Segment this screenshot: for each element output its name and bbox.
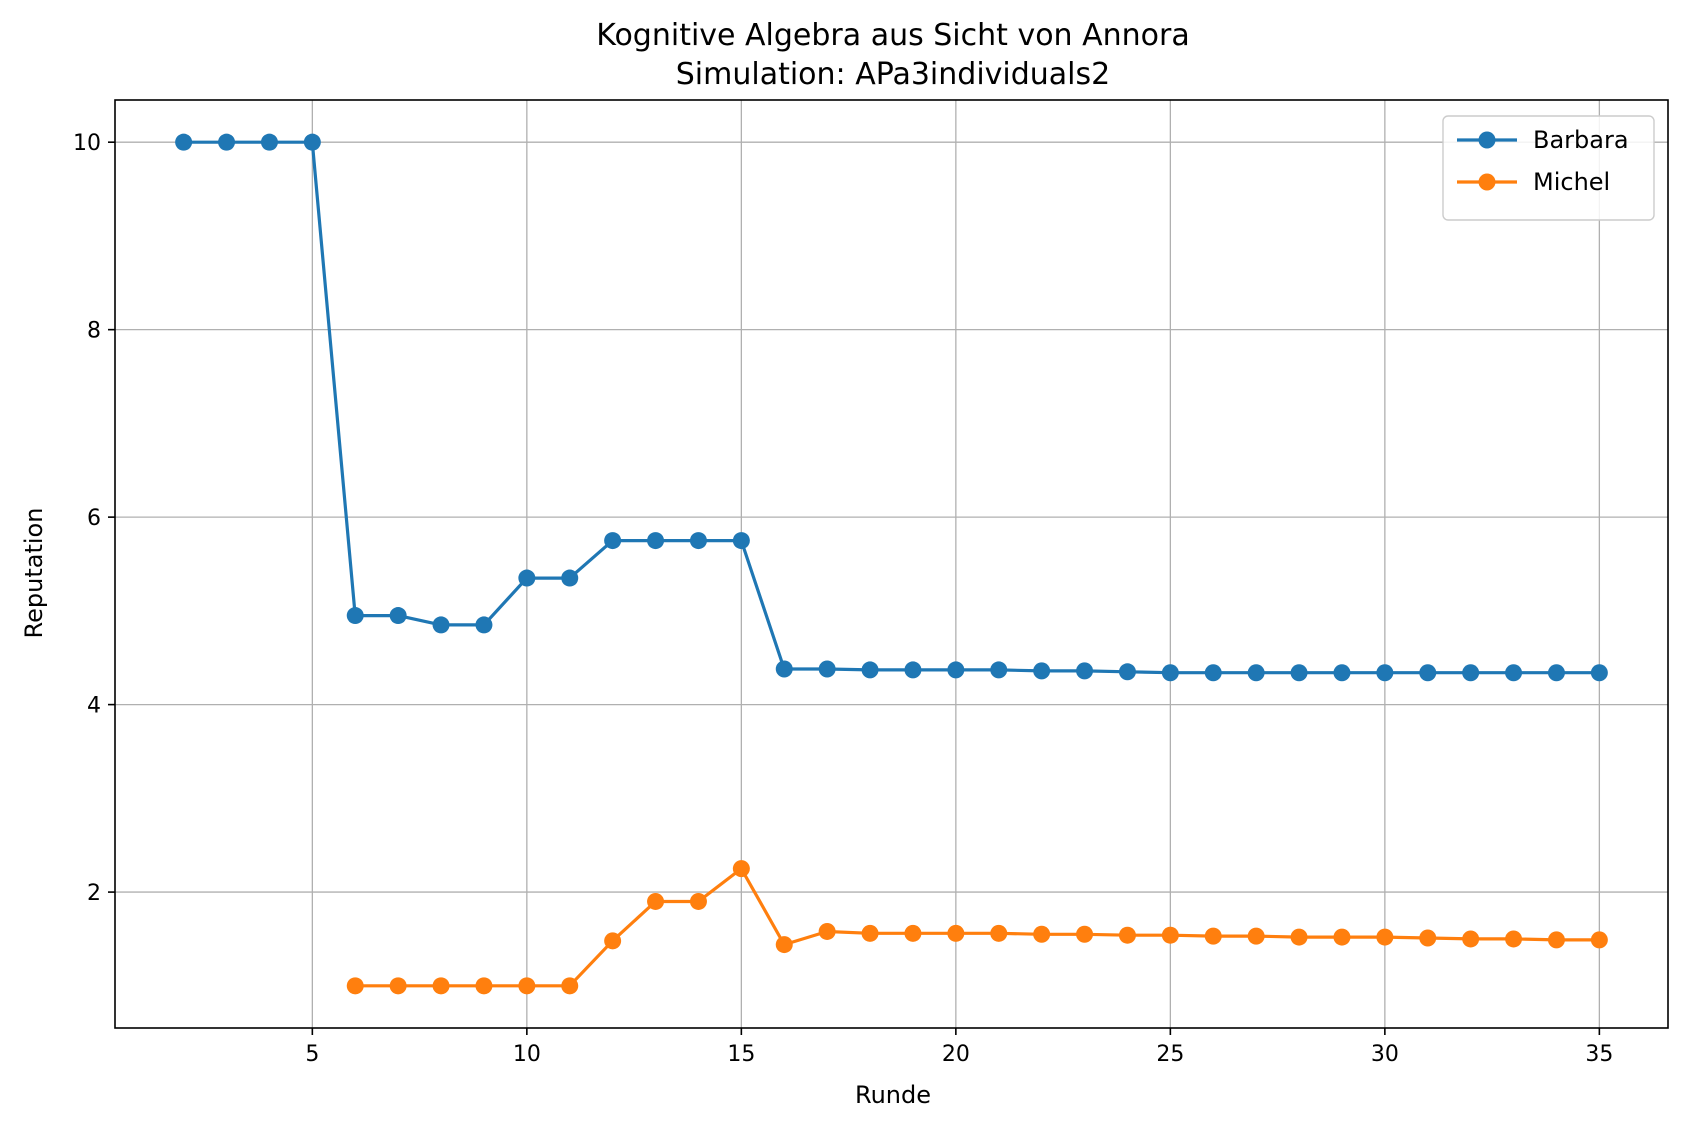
michel-point [689, 892, 707, 910]
series-barbara [175, 133, 1608, 682]
barbara-point [1505, 664, 1523, 682]
michel-point [1505, 930, 1523, 948]
michel-point [732, 860, 750, 878]
barbara-point [1033, 662, 1051, 680]
michel-point [1076, 925, 1094, 943]
barbara-point [1376, 664, 1394, 682]
barbara-point [1076, 662, 1094, 680]
barbara-point [990, 661, 1008, 679]
michel-point [1033, 925, 1051, 943]
barbara-point [1462, 664, 1480, 682]
michel-point [1376, 928, 1394, 946]
x-tick-label: 5 [305, 1042, 319, 1067]
chart-subtitle: Simulation: APa3individuals2 [676, 57, 1111, 92]
michel-point [389, 977, 407, 995]
michel-point [1333, 928, 1351, 946]
michel-point [1161, 926, 1179, 944]
barbara-point [389, 607, 407, 625]
michel-point [818, 922, 836, 940]
michel-point [1247, 927, 1265, 945]
michel-point [647, 892, 665, 910]
michel-point [1590, 931, 1608, 949]
barbara-point [518, 569, 536, 587]
barbara-point [1547, 664, 1565, 682]
barbara-point [1161, 664, 1179, 682]
michel-point [904, 924, 922, 942]
barbara-point [346, 607, 364, 625]
barbara-point [904, 661, 922, 679]
barbara-point [1419, 664, 1437, 682]
barbara-point [604, 532, 622, 550]
barbara-point [218, 133, 236, 151]
barbara-point [947, 661, 965, 679]
legend-box [1442, 115, 1655, 221]
legend-item-michel: Michel [1457, 168, 1610, 196]
barbara-point [1247, 664, 1265, 682]
plot-series [175, 133, 1608, 995]
y-tick-label: 6 [87, 506, 101, 531]
michel-point [947, 924, 965, 942]
barbara-line [183, 140, 1600, 675]
barbara-point [1333, 664, 1351, 682]
barbara-point [1118, 663, 1136, 681]
y-tick-label: 10 [73, 131, 101, 156]
legend-label-michel: Michel [1533, 168, 1610, 196]
barbara-point [432, 616, 450, 634]
michel-point [1547, 931, 1565, 949]
michel-point [346, 977, 364, 995]
x-tick-label: 10 [513, 1042, 541, 1067]
michel-point [1290, 928, 1308, 946]
michel-point [1419, 929, 1437, 947]
legend-label-barbara: Barbara [1533, 126, 1629, 154]
plot-frame [114, 99, 1669, 1029]
y-tick-label: 2 [87, 881, 101, 906]
barbara-point [689, 532, 707, 550]
barbara-point [732, 532, 750, 550]
michel-point [775, 936, 793, 954]
barbara-point [260, 133, 278, 151]
barbara-point [1204, 664, 1222, 682]
legend-marker-barbara [1478, 131, 1496, 149]
x-tick-label: 30 [1371, 1042, 1399, 1067]
michel-point [1204, 927, 1222, 945]
barbara-point [818, 660, 836, 678]
grid [115, 100, 1668, 1028]
michel-point [518, 977, 536, 995]
legend-item-barbara: Barbara [1457, 126, 1629, 154]
barbara-point [475, 616, 493, 634]
chart-title: Kognitive Algebra aus Sicht von Annora [596, 18, 1189, 53]
barbara-point [561, 569, 579, 587]
x-tick-label: 25 [1156, 1042, 1184, 1067]
y-axis-label: Reputation [20, 508, 48, 639]
legend-marker-michel [1478, 173, 1496, 191]
y-tick-label: 8 [87, 319, 101, 344]
x-tick-label: 15 [727, 1042, 755, 1067]
x-axis-label: Runde [855, 1081, 931, 1109]
barbara-point [861, 661, 879, 679]
series-michel [346, 860, 1608, 995]
michel-point [1118, 926, 1136, 944]
barbara-point [775, 660, 793, 678]
legend: Barbara Michel [1442, 115, 1655, 221]
barbara-point [1290, 664, 1308, 682]
michel-point [561, 977, 579, 995]
michel-point [432, 977, 450, 995]
x-tick-label: 35 [1585, 1042, 1613, 1067]
y-tick-label: 4 [87, 694, 101, 719]
michel-point [1462, 930, 1480, 948]
axis-ticks: 5 10 15 20 25 30 35 2 4 6 8 10 [73, 131, 1613, 1067]
michel-point [861, 924, 879, 942]
barbara-point [175, 133, 193, 151]
michel-point [990, 924, 1008, 942]
michel-point [475, 977, 493, 995]
barbara-point [1590, 664, 1608, 682]
barbara-point [647, 532, 665, 550]
barbara-point [303, 133, 321, 151]
michel-point [604, 932, 622, 950]
x-tick-label: 20 [942, 1042, 970, 1067]
